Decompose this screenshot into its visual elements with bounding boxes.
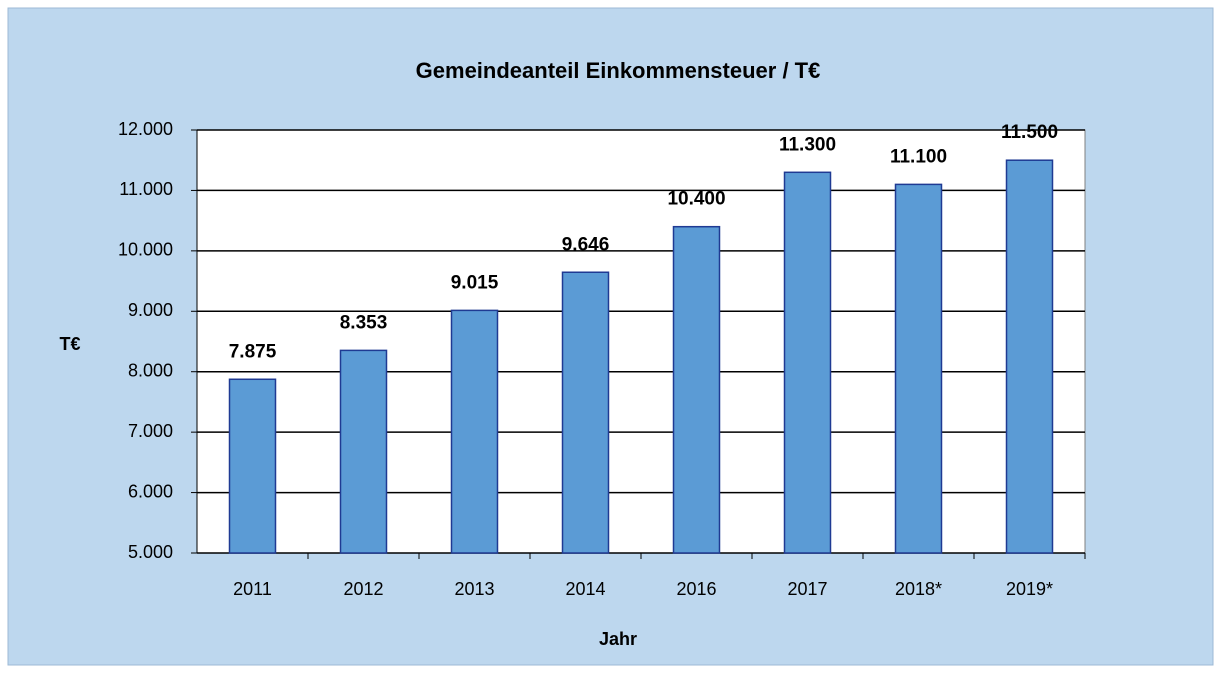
value-label: 10.400 — [667, 189, 725, 210]
y-tick-label: 5.000 — [128, 542, 173, 562]
y-tick-label: 6.000 — [128, 481, 173, 501]
x-tick-label: 2016 — [676, 579, 716, 599]
bar — [783, 171, 832, 554]
bar — [561, 271, 610, 554]
chart-title: Gemeindeanteil Einkommensteuer / T€ — [416, 58, 821, 83]
value-label: 11.100 — [890, 146, 947, 167]
bar — [339, 349, 388, 554]
y-tick-label: 11.000 — [119, 179, 173, 199]
x-tick-label: 2018* — [895, 579, 942, 599]
y-axis-label: T€ — [59, 334, 80, 354]
y-tick-label: 9.000 — [128, 300, 173, 320]
x-tick-label: 2011 — [233, 579, 272, 599]
value-label: 8.353 — [340, 312, 388, 333]
bar — [672, 225, 721, 554]
value-label: 7.875 — [229, 341, 277, 362]
value-label: 11.500 — [1001, 122, 1058, 143]
bar — [894, 183, 943, 554]
y-tick-label: 12.000 — [118, 119, 173, 139]
plot-area — [196, 129, 1086, 554]
y-tick-label: 8.000 — [128, 360, 173, 380]
bar — [228, 378, 277, 554]
x-axis-label: Jahr — [599, 629, 637, 649]
x-tick-label: 2019* — [1006, 579, 1053, 599]
bar — [1005, 159, 1054, 554]
value-label: 11.300 — [779, 134, 836, 155]
x-tick-label: 2013 — [454, 579, 494, 599]
x-tick-label: 2014 — [565, 579, 605, 599]
y-tick-label: 10.000 — [118, 240, 173, 260]
y-tick-label: 7.000 — [128, 421, 173, 441]
x-tick-label: 2017 — [787, 579, 827, 599]
x-tick-label: 2012 — [343, 579, 383, 599]
value-label: 9.646 — [562, 234, 610, 255]
bar — [450, 309, 499, 554]
value-label: 9.015 — [451, 272, 499, 293]
